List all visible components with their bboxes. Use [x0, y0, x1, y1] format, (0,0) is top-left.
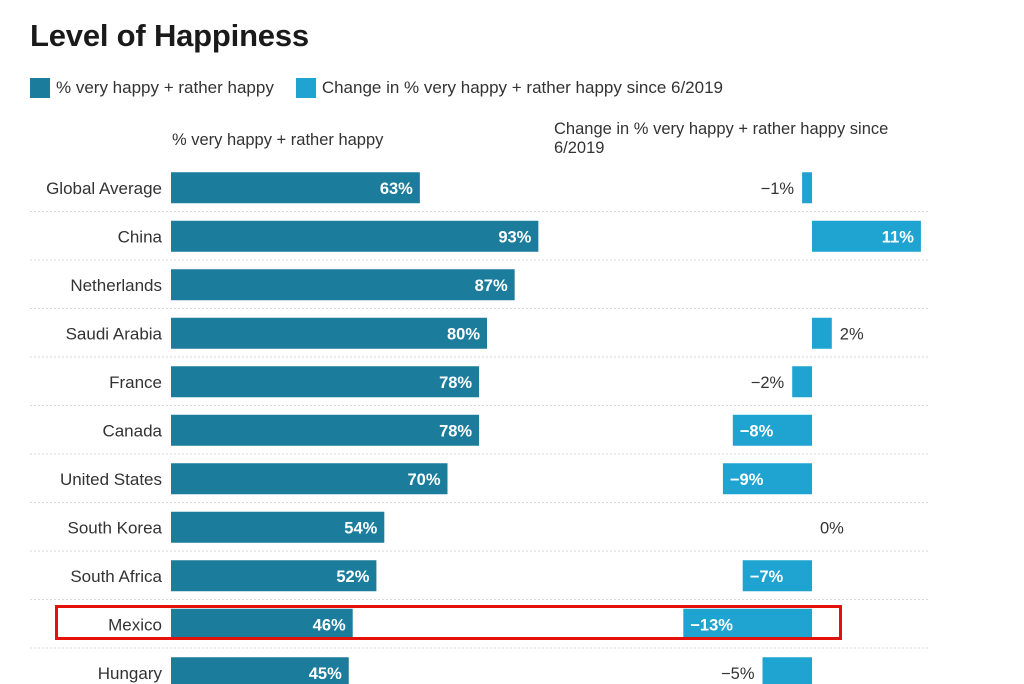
- bar-level-saudi-arabia: [171, 317, 487, 349]
- data-label-level-saudi-arabia: 80%: [447, 325, 480, 343]
- data-label-change-global-average: −1%: [761, 180, 795, 198]
- data-label-level-hungary: 45%: [309, 665, 342, 683]
- data-label-change-hungary: −5%: [721, 665, 755, 683]
- bar-level-global-average: [171, 172, 420, 204]
- legend-label-change: Change in % very happy + rather happy si…: [321, 78, 724, 97]
- bar-level-mexico: [171, 608, 353, 640]
- legend-item-change: Change in % very happy + rather happy si…: [295, 78, 724, 98]
- data-label-level-south-korea: 54%: [344, 519, 377, 537]
- category-label-south-africa: South Africa: [70, 567, 162, 586]
- data-label-change-mexico: −13%: [690, 616, 733, 634]
- bar-change-france: [792, 366, 812, 398]
- bar-level-hungary: [171, 657, 349, 684]
- bar-change-china: [812, 220, 921, 252]
- legend-swatch-level: [30, 78, 50, 98]
- data-label-change-france: −2%: [751, 374, 785, 392]
- data-label-change-canada: −8%: [740, 422, 774, 440]
- legend-label-level: % very happy + rather happy: [56, 78, 274, 97]
- category-label-china: China: [118, 227, 163, 246]
- bar-level-south-korea: [171, 511, 385, 543]
- data-label-level-south-africa: 52%: [336, 568, 369, 586]
- bar-level-china: [171, 220, 539, 252]
- bar-change-united-states: [722, 463, 812, 495]
- data-label-level-china: 93%: [498, 228, 531, 246]
- bar-change-canada: [732, 414, 812, 446]
- category-label-global-average: Global Average: [46, 179, 162, 198]
- bar-level-united-states: [171, 463, 448, 495]
- chart-title: Level of Happiness: [30, 18, 309, 53]
- category-label-netherlands: Netherlands: [70, 276, 162, 295]
- data-label-level-mexico: 46%: [313, 616, 346, 634]
- bar-change-global-average: [802, 172, 812, 204]
- data-label-level-canada: 78%: [439, 422, 472, 440]
- category-label-mexico: Mexico: [108, 615, 162, 634]
- data-label-change-united-states: −9%: [730, 471, 764, 489]
- column-header-change: Change in % very happy + rather happy si…: [554, 120, 889, 157]
- legend-item-level: % very happy + rather happy: [30, 78, 274, 98]
- bar-change-saudi-arabia: [812, 317, 832, 349]
- column-header-level: % very happy + rather happy: [172, 131, 384, 149]
- data-label-level-global-average: 63%: [380, 180, 413, 198]
- bar-level-netherlands: [171, 269, 515, 301]
- bar-level-canada: [171, 414, 480, 446]
- category-label-france: France: [109, 373, 162, 392]
- legend: % very happy + rather happy Change in % …: [30, 76, 745, 100]
- category-label-hungary: Hungary: [98, 664, 163, 683]
- data-label-change-south-africa: −7%: [750, 568, 784, 586]
- bar-change-hungary: [762, 657, 812, 684]
- bar-level-france: [171, 366, 480, 398]
- bar-change-mexico: [683, 608, 812, 640]
- category-label-south-korea: South Korea: [67, 518, 162, 537]
- data-label-change-china: 11%: [882, 228, 914, 246]
- category-label-saudi-arabia: Saudi Arabia: [66, 324, 163, 343]
- data-label-change-south-korea: 0%: [820, 519, 844, 537]
- bar-level-south-africa: [171, 560, 377, 592]
- legend-swatch-change: [295, 78, 316, 98]
- bar-change-south-africa: [742, 560, 812, 592]
- data-label-change-saudi-arabia: 2%: [840, 325, 864, 343]
- data-label-level-netherlands: 87%: [475, 277, 508, 295]
- category-label-canada: Canada: [102, 421, 162, 440]
- data-label-level-united-states: 70%: [407, 471, 440, 489]
- data-label-level-france: 78%: [439, 374, 472, 392]
- category-label-united-states: United States: [60, 470, 162, 489]
